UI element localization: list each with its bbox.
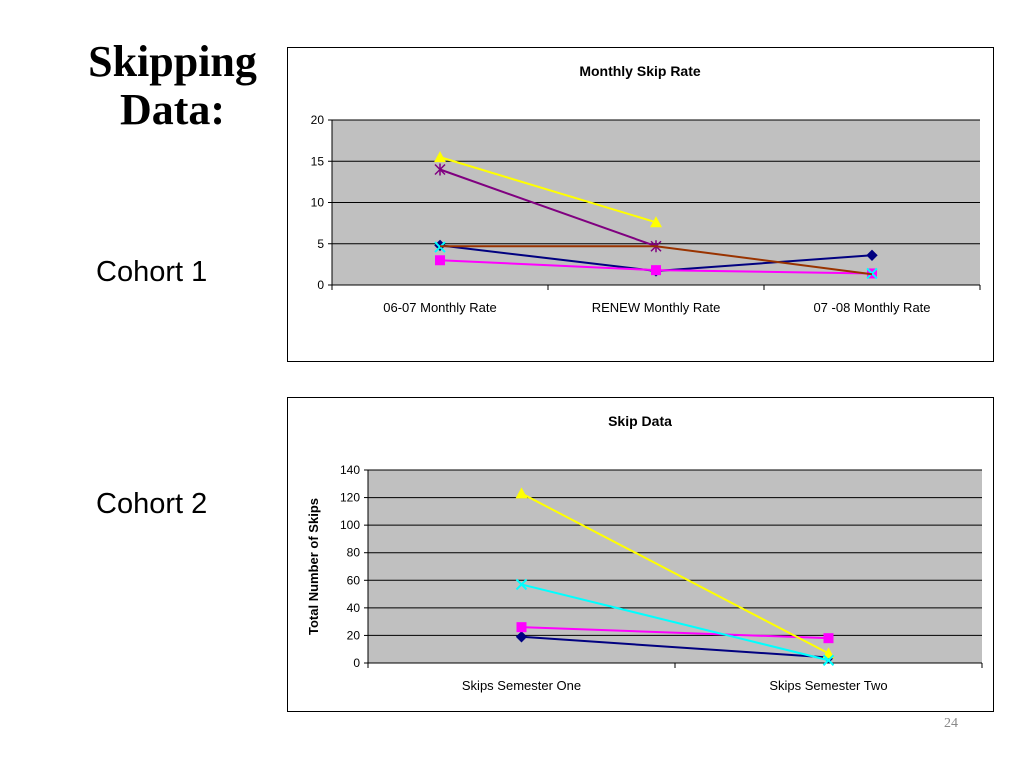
chart-2-series-2-point	[516, 622, 527, 633]
chart-2-series-1-line	[521, 635, 829, 659]
chart-1-series-2-point	[435, 255, 445, 266]
page-number: 24	[944, 716, 958, 731]
chart-2-series-2	[516, 622, 834, 644]
chart-2-series-4-line	[521, 583, 829, 662]
chart-1-x-tick-label: 07 -08 Monthly Rate	[813, 300, 930, 315]
chart-2-y-tick-label: 40	[347, 601, 361, 615]
chart-1-x-tick-label: 06-07 Monthly Rate	[383, 300, 496, 315]
skip-data-chart: Skip Data 0 20 40 60 80 100 120 140 Skips Semeste…	[287, 397, 994, 712]
chart-1-series-3-point	[434, 151, 446, 163]
chart-2-y-tick-label: 60	[347, 573, 361, 587]
chart-2-plot-area	[368, 470, 982, 663]
chart-2-series-3-point	[822, 647, 835, 659]
cohort-2-label: Cohort 2	[96, 488, 208, 520]
slide-title: Skipping Data:	[60, 38, 285, 134]
chart-2-series-2-point	[823, 633, 834, 644]
chart-2-y-tick-label: 100	[340, 518, 360, 532]
cohort-1-label: Cohort 1	[96, 256, 208, 288]
chart-2-series-1-point	[515, 631, 528, 643]
chart-2-series-4-point	[822, 654, 835, 666]
chart-2-x-tick-label: Skips Semester One	[462, 678, 581, 693]
chart-1-y-tick-label: 10	[311, 196, 325, 210]
chart-1-series-6-line	[440, 245, 873, 276]
chart-1-series-3-line	[439, 156, 657, 224]
chart-2-series-3	[515, 487, 835, 659]
monthly-skip-rate-chart-svg: Monthly Skip Rate 0 5 10 15 20 06-07 Monthly R…	[311, 63, 981, 315]
chart-1-y-tick-label: 20	[311, 113, 325, 127]
chart-2-y-tick-label: 140	[340, 463, 360, 477]
chart-1-y-tick-label: 15	[311, 154, 325, 168]
chart-2-y-tick-label: 120	[340, 491, 360, 505]
chart-2-y-tick-label: 80	[347, 546, 361, 560]
chart-1-series-5-line	[439, 168, 657, 248]
chart-1-series-2-point	[651, 265, 661, 276]
chart-1-series-1-point	[866, 249, 878, 262]
chart-1-y-tick-label: 5	[317, 237, 324, 251]
skip-data-chart-svg: Skip Data 0 20 40 60 80 100 120 140 Skips Semeste…	[306, 413, 983, 693]
chart-1-series-6	[440, 245, 873, 276]
chart-2-series-4-point	[515, 578, 528, 591]
chart-2-y-axis-label: Total Number of Skips	[306, 498, 321, 635]
chart-1-series-5	[434, 163, 662, 253]
chart-2-series-2-line	[521, 626, 829, 640]
slide-title-line-1: Skipping	[88, 37, 257, 86]
chart-1-series-3-point	[650, 216, 662, 228]
chart-1-y-tick-label: 0	[317, 278, 324, 292]
chart-2-x-tick-label: Skips Semester Two	[769, 678, 887, 693]
slide-title-line-2: Data:	[119, 85, 226, 134]
chart-2-title: Skip Data	[608, 413, 672, 429]
chart-2-y-tick-label: 0	[353, 656, 360, 670]
chart-2-series-3-line	[521, 492, 829, 655]
chart-2-y-tick-label: 20	[347, 628, 361, 642]
chart-1-series-5-point	[434, 163, 446, 176]
monthly-skip-rate-chart: Monthly Skip Rate 0 5 10 15 20 06-07 Monthly R…	[287, 47, 994, 362]
chart-1-x-tick-label: RENEW Monthly Rate	[592, 300, 721, 315]
chart-2-series-4	[515, 578, 835, 666]
chart-1-title: Monthly Skip Rate	[579, 63, 701, 79]
chart-2-series-3-point	[515, 487, 528, 499]
chart-1-series-3	[434, 151, 662, 228]
